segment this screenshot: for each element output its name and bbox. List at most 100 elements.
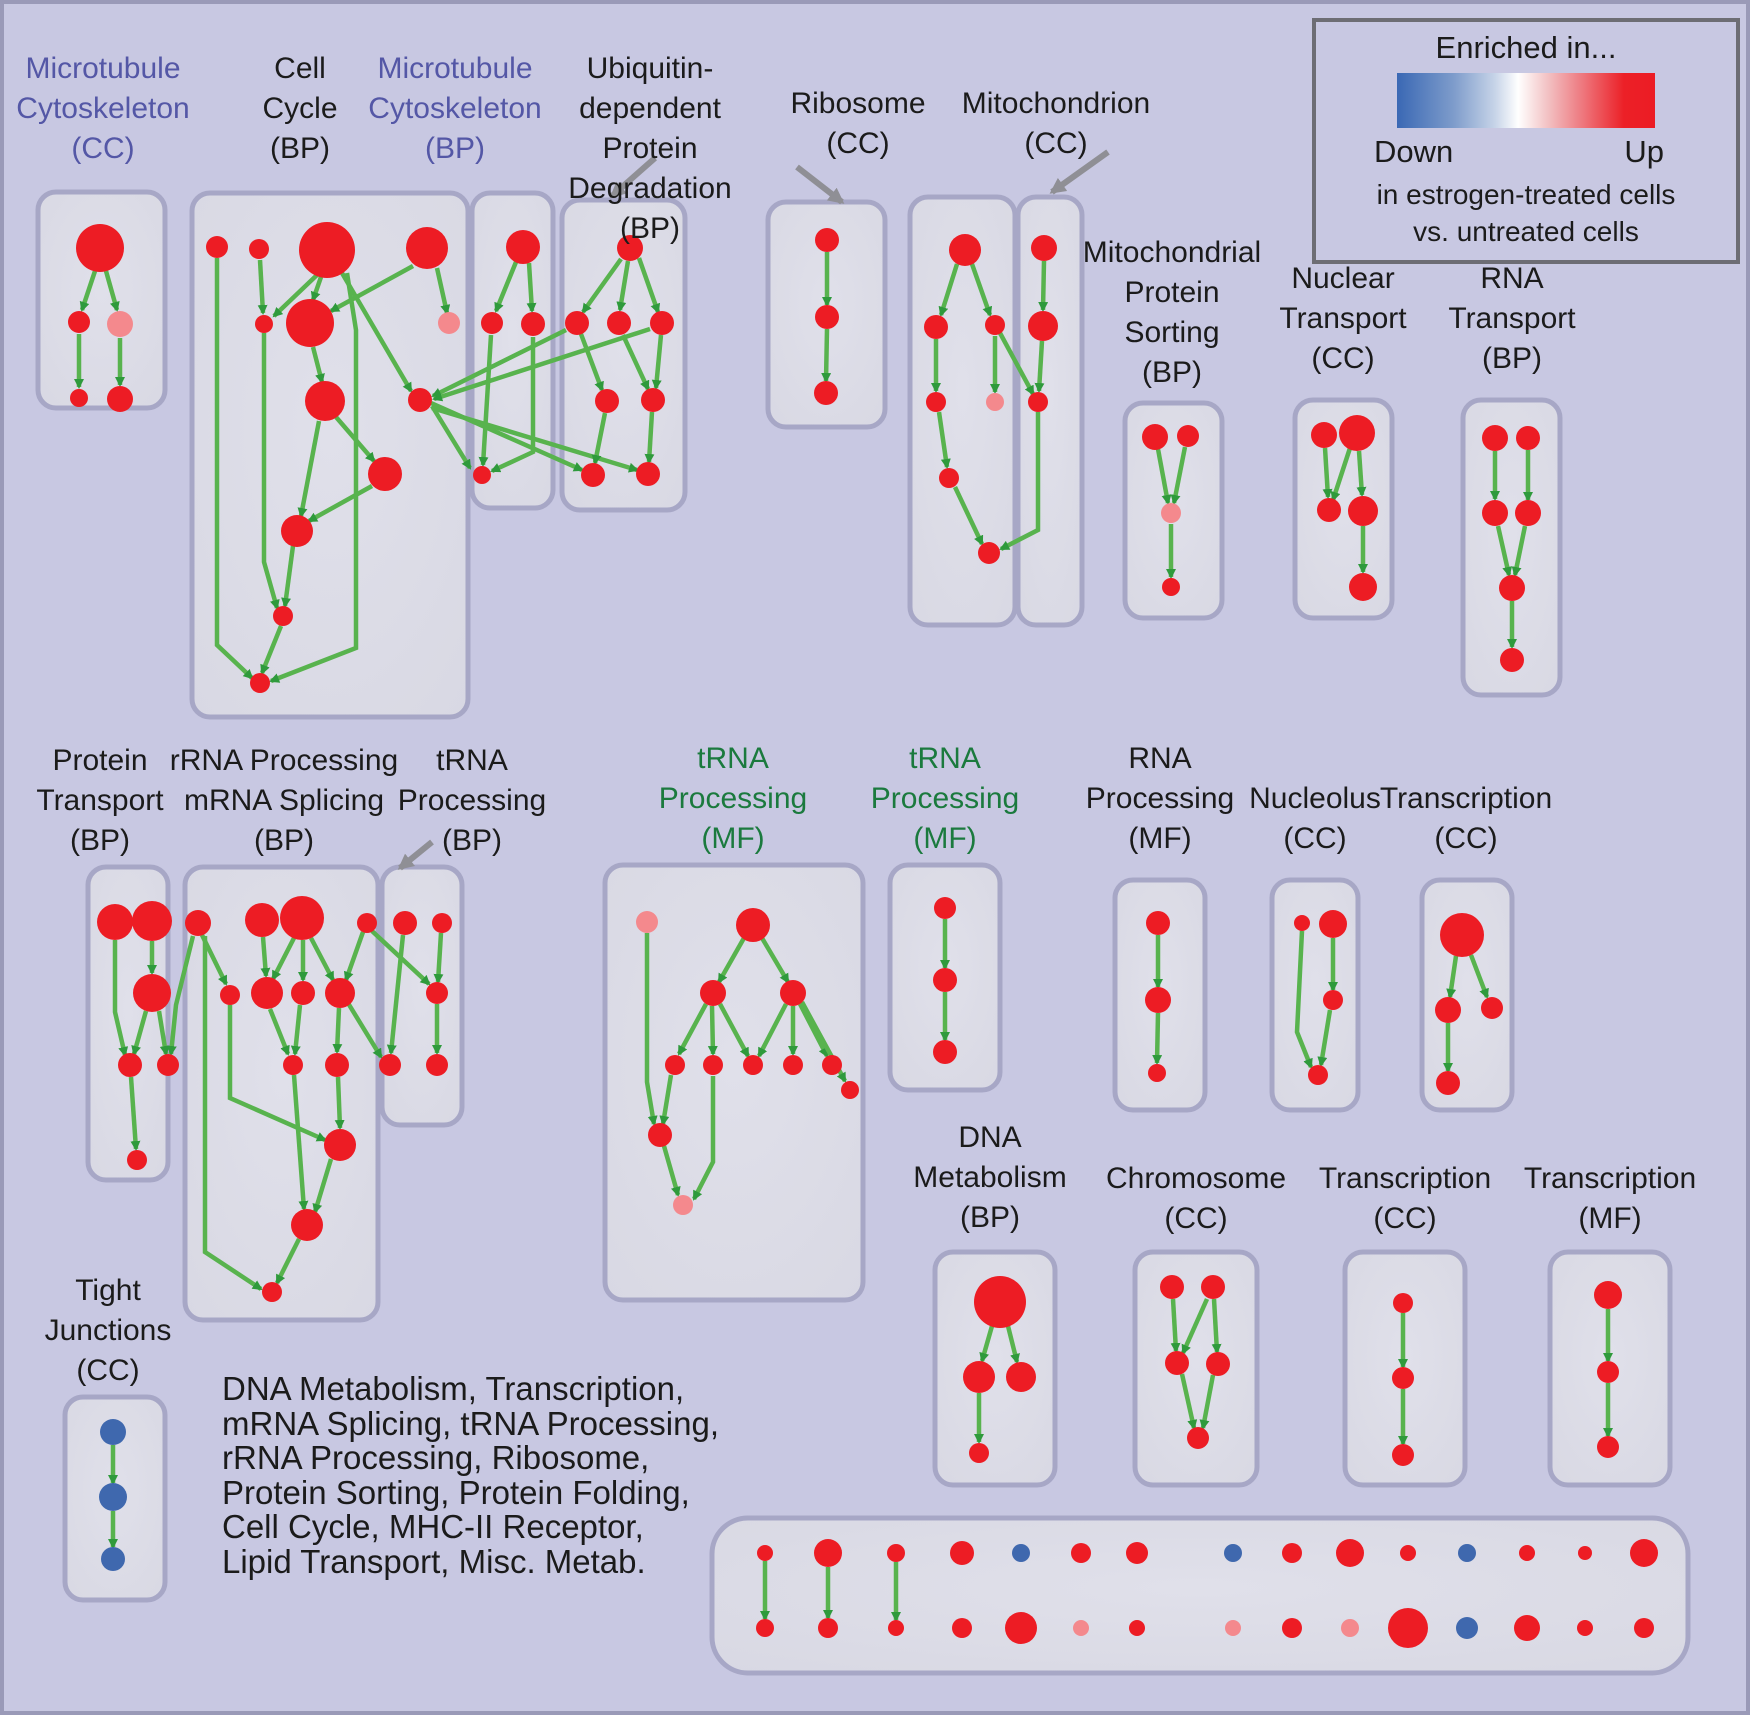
go-term-node-red bbox=[1482, 500, 1508, 526]
go-term-node-pink bbox=[1073, 1620, 1089, 1636]
go-term-node-red bbox=[1005, 1612, 1037, 1644]
edge-arrow bbox=[257, 259, 268, 315]
go-term-node-red bbox=[325, 1053, 349, 1077]
go-term-node-red bbox=[118, 1053, 142, 1077]
go-term-node-red bbox=[324, 1129, 356, 1161]
go-term-node-red bbox=[1201, 1275, 1225, 1299]
group-label-mito-protein-sorting: Sorting bbox=[1124, 316, 1219, 349]
go-term-node-red bbox=[299, 222, 355, 278]
go-term-node-red bbox=[1031, 235, 1057, 261]
group-label-rna-transport: Transport bbox=[1448, 302, 1576, 335]
go-term-node-red bbox=[1519, 1545, 1535, 1561]
group-label-rrna-mrna: mRNA Splicing bbox=[184, 784, 384, 817]
group-box-trna-bp bbox=[379, 864, 465, 1128]
edge-arrow bbox=[1170, 1298, 1181, 1353]
go-term-node-red bbox=[1392, 1367, 1414, 1389]
edge-arrow bbox=[938, 263, 960, 317]
edge-arrow bbox=[581, 257, 623, 314]
go-term-node-red bbox=[1514, 1615, 1540, 1641]
edge-arrow bbox=[269, 272, 359, 684]
go-term-node-red bbox=[1393, 1293, 1413, 1313]
go-term-node-blue bbox=[1456, 1617, 1478, 1639]
go-term-node-red bbox=[814, 1539, 842, 1567]
go-term-node-red bbox=[1282, 1543, 1302, 1563]
edge-arrow bbox=[1170, 446, 1188, 505]
edge-arrow bbox=[267, 1008, 291, 1056]
group-label-trna-mf-small: Processing bbox=[871, 782, 1019, 815]
go-term-node-red bbox=[650, 311, 674, 335]
caption-line: Lipid Transport, Misc. Metab. bbox=[222, 1542, 646, 1580]
go-term-node-red bbox=[636, 462, 660, 486]
edge-arrow bbox=[979, 1325, 995, 1363]
go-term-node-red bbox=[1634, 1618, 1654, 1638]
go-term-node-red bbox=[127, 1150, 147, 1170]
group-label-transcription-mf: (MF) bbox=[1578, 1202, 1641, 1235]
go-term-node-red bbox=[978, 542, 1000, 564]
edge-arrow bbox=[1199, 1374, 1216, 1430]
edge-arrow bbox=[1317, 1009, 1333, 1067]
go-term-node-red bbox=[1349, 573, 1377, 601]
go-term-node-red bbox=[406, 227, 448, 269]
edge-arrow bbox=[636, 257, 661, 314]
edge-arrow bbox=[260, 936, 271, 978]
go-term-node-red bbox=[934, 897, 956, 919]
group-label-protein-transport: Protein bbox=[52, 744, 147, 777]
edge-arrow bbox=[661, 1145, 681, 1197]
go-term-node-red bbox=[255, 315, 273, 333]
legend-gradient-bar bbox=[1397, 73, 1655, 128]
edge-arrow bbox=[493, 261, 519, 313]
edge-arrow bbox=[999, 412, 1041, 552]
group-label-tight-junctions: Junctions bbox=[45, 1314, 172, 1347]
go-term-node-red bbox=[426, 982, 448, 1004]
go-term-node-red bbox=[969, 1443, 989, 1463]
go-term-node-red bbox=[756, 1619, 774, 1637]
caption-line: Protein Sorting, Protein Folding, bbox=[222, 1473, 690, 1511]
go-term-node-red bbox=[974, 1276, 1026, 1328]
callout-arrow bbox=[609, 155, 657, 199]
misc-cluster-caption: DNA Metabolism, Transcription, mRNA Spli… bbox=[222, 1371, 719, 1580]
go-term-node-red bbox=[1126, 1542, 1148, 1564]
go-term-node-red bbox=[1028, 311, 1058, 341]
edge-arrow bbox=[310, 346, 325, 384]
edge-arrow bbox=[1155, 448, 1172, 505]
edge-arrow bbox=[430, 404, 472, 470]
go-term-node-red bbox=[291, 981, 315, 1005]
edge-arrow bbox=[651, 334, 664, 390]
edge-arrow bbox=[707, 1005, 718, 1056]
caption-line: Cell Cycle, MHC-II Receptor, bbox=[222, 1508, 644, 1545]
group-label-trna-mf-small: (MF) bbox=[913, 822, 976, 855]
group-label-mitochondrion-cc: (CC) bbox=[1024, 127, 1087, 160]
go-term-node-red bbox=[393, 911, 417, 935]
group-label-transcription-cc-mid: (CC) bbox=[1434, 822, 1497, 855]
edge-arrow bbox=[616, 260, 631, 312]
go-term-node-red bbox=[1323, 990, 1343, 1010]
go-term-node-red bbox=[1319, 910, 1347, 938]
group-box-ribosome-cc bbox=[907, 194, 1018, 628]
edge-arrow bbox=[386, 934, 406, 1055]
go-term-node-red bbox=[939, 468, 959, 488]
go-term-node-red bbox=[357, 913, 377, 933]
edge-arrow bbox=[329, 264, 415, 313]
go-term-node-red bbox=[280, 896, 324, 940]
edge-arrow bbox=[290, 1004, 303, 1056]
edge-arrow bbox=[998, 331, 1035, 396]
go-term-node-red bbox=[1071, 1543, 1091, 1563]
go-term-node-red bbox=[736, 908, 770, 942]
go-term-node-red bbox=[281, 515, 313, 547]
legend-subtitle-line2: vs. untreated cells bbox=[1413, 216, 1639, 247]
go-term-node-red bbox=[665, 1055, 685, 1075]
go-term-node-red bbox=[305, 381, 345, 421]
group-box-misc-cluster bbox=[709, 1515, 1691, 1676]
edge-arrow bbox=[1294, 930, 1314, 1069]
group-label-transcription-cc-mid: Transcription bbox=[1380, 782, 1552, 815]
go-term-node-blue bbox=[1224, 1544, 1242, 1562]
edge-arrow bbox=[291, 1074, 309, 1211]
go-term-node-blue bbox=[101, 1547, 125, 1571]
group-label-trna-bp: tRNA bbox=[436, 744, 508, 777]
go-term-node-red bbox=[1142, 424, 1168, 450]
go-term-node-red bbox=[1440, 913, 1484, 957]
group-label-mito-protein-sorting: Protein bbox=[1124, 276, 1219, 309]
go-term-node-red bbox=[325, 978, 355, 1008]
go-term-node-red bbox=[1597, 1436, 1619, 1458]
